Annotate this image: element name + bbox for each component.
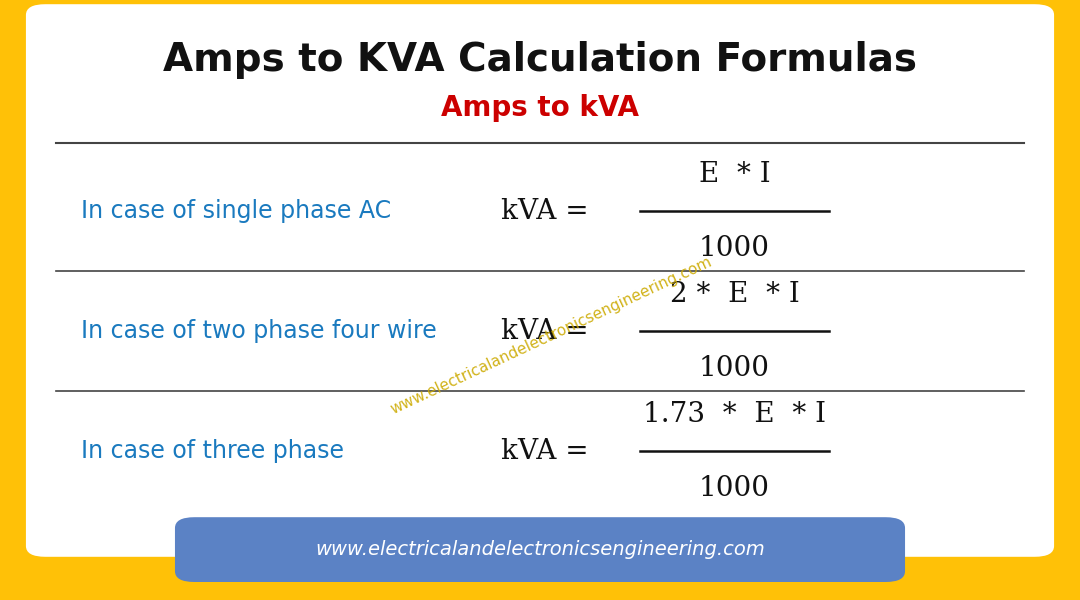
Text: kVA =: kVA = bbox=[501, 438, 589, 464]
FancyBboxPatch shape bbox=[26, 4, 1054, 557]
Text: E  * I: E * I bbox=[699, 160, 770, 187]
Text: In case of single phase AC: In case of single phase AC bbox=[81, 199, 391, 223]
Text: In case of three phase: In case of three phase bbox=[81, 439, 345, 463]
Text: 2 *  E  * I: 2 * E * I bbox=[670, 280, 799, 307]
Text: www.electricalandelectronicsengineering.com: www.electricalandelectronicsengineering.… bbox=[388, 254, 714, 418]
Text: In case of two phase four wire: In case of two phase four wire bbox=[81, 319, 436, 343]
Text: www.electricalandelectronicsengineering.com: www.electricalandelectronicsengineering.… bbox=[315, 540, 765, 559]
Text: Amps to KVA Calculation Formulas: Amps to KVA Calculation Formulas bbox=[163, 41, 917, 79]
Text: kVA =: kVA = bbox=[501, 318, 589, 344]
Text: 1000: 1000 bbox=[699, 235, 770, 262]
Text: 1000: 1000 bbox=[699, 355, 770, 382]
Text: 1.73  *  E  * I: 1.73 * E * I bbox=[643, 401, 826, 427]
Text: 1000: 1000 bbox=[699, 475, 770, 502]
Text: Amps to kVA: Amps to kVA bbox=[441, 94, 639, 122]
Text: kVA =: kVA = bbox=[501, 197, 589, 224]
FancyBboxPatch shape bbox=[175, 517, 905, 582]
